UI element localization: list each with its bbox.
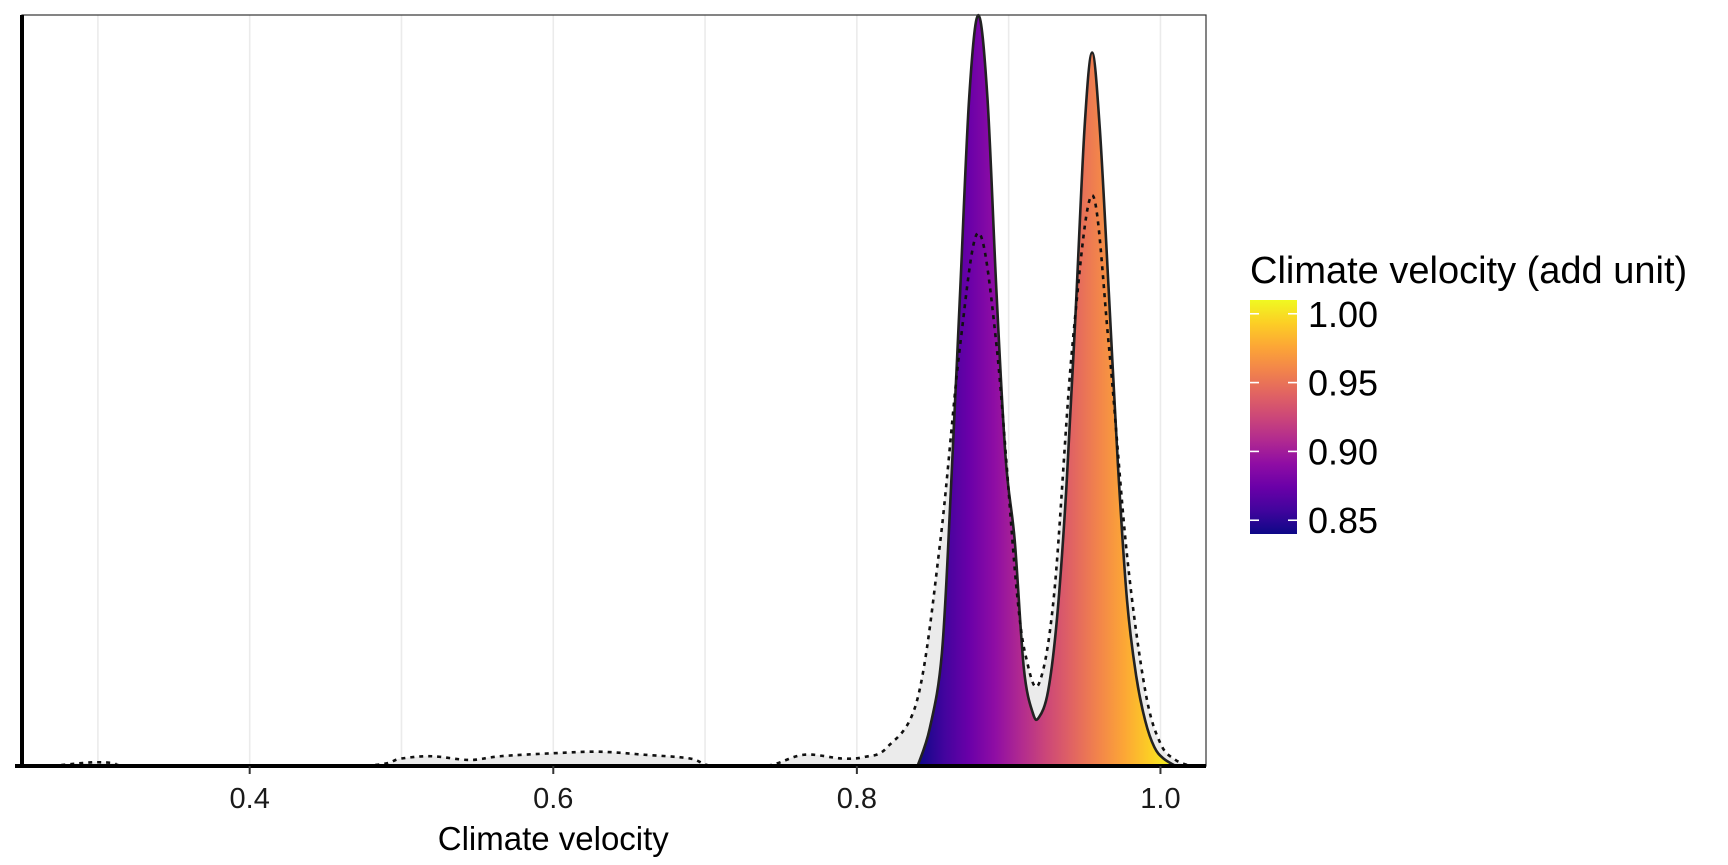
x-axis-title: Climate velocity [438, 820, 670, 857]
colorbar-tick-label: 0.85 [1308, 500, 1378, 541]
colorbar-tick-label: 0.95 [1308, 363, 1378, 404]
colorbar-tick-label: 0.90 [1308, 431, 1378, 472]
series-layer [52, 13, 1192, 768]
x-tick-label: 0.8 [837, 783, 877, 815]
legend-title: Climate velocity (add unit) [1250, 250, 1687, 292]
colorbar-legend: Climate velocity (add unit) 0.85 0.90 0.95… [1250, 250, 1687, 541]
colorbar-tick-label: 1.00 [1308, 294, 1378, 335]
density-outline-dotted [52, 193, 1192, 768]
x-tick-label: 1.0 [1140, 783, 1180, 815]
grid-lines [97, 15, 1162, 766]
x-tick-label: 0.4 [230, 783, 270, 815]
density-outline-solid [916, 13, 1177, 768]
colorbar [1250, 300, 1297, 534]
x-axis-ticks: 0.4 0.6 0.8 1.0 [230, 766, 1181, 815]
panel-border [21, 14, 1207, 767]
x-tick-label: 0.6 [533, 783, 573, 815]
colorbar-ticks: 0.85 0.90 0.95 1.00 [1250, 294, 1378, 541]
plot-panel: 0.4 0.6 0.8 1.0 Climate velocity [15, 13, 1207, 857]
density-area-gradient [917, 15, 1176, 766]
